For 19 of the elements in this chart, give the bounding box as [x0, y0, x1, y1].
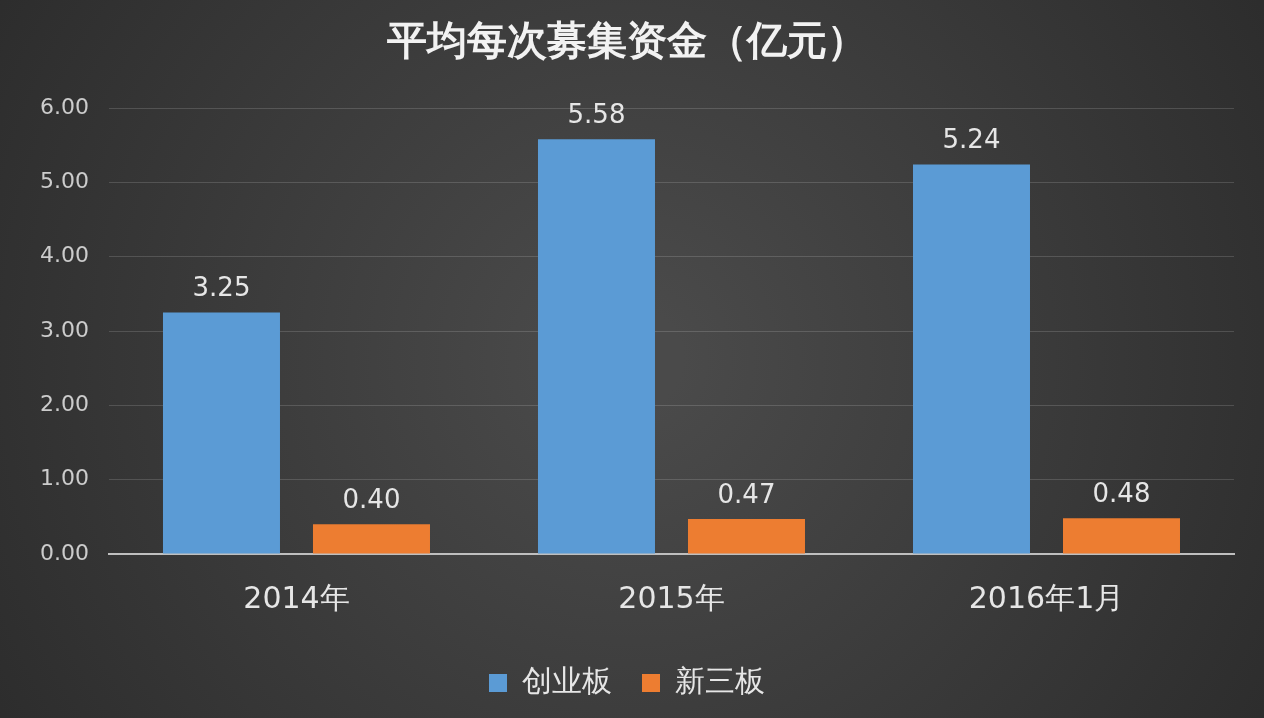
y-tick-label: 6.00	[40, 93, 89, 119]
y-tick-label: 1.00	[40, 465, 89, 491]
data-label: 5.24	[942, 124, 1001, 155]
x-tick-label: 2016年1月	[968, 579, 1125, 615]
x-tick-label: 2015年	[618, 579, 725, 615]
y-tick-label: 4.00	[40, 242, 89, 268]
y-tick-label: 0.00	[40, 539, 89, 565]
y-tick-label: 3.00	[40, 316, 89, 342]
data-label: 5.58	[567, 98, 626, 129]
data-label: 0.47	[717, 478, 776, 509]
legend-label: 新三板	[675, 662, 765, 698]
data-label: 0.40	[342, 484, 401, 515]
data-label: 3.25	[192, 272, 251, 303]
y-tick-label: 5.00	[40, 168, 89, 194]
x-tick-label: 2014年	[243, 579, 350, 615]
y-tick-label: 2.00	[40, 391, 89, 417]
data-label: 0.48	[1092, 478, 1151, 509]
chart-title: 平均每次募集资金（亿元）	[386, 17, 867, 64]
legend-label: 创业板	[522, 662, 612, 698]
